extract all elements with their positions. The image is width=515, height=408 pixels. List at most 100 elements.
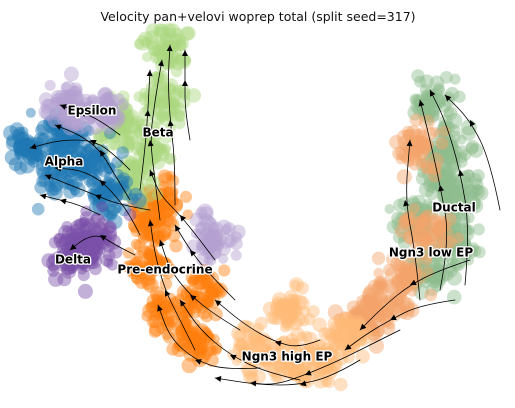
cell-point (174, 54, 186, 65)
streamline-arrow (445, 95, 452, 102)
cell-point (471, 184, 484, 197)
cell-point (325, 346, 339, 359)
cell-point (430, 172, 446, 189)
cell-point (109, 185, 122, 198)
cell-point (437, 269, 451, 283)
cell-point (388, 295, 399, 306)
cell-point (433, 127, 447, 141)
cell-point (67, 157, 80, 170)
cell-point (111, 201, 123, 213)
cell-point (69, 90, 85, 107)
cell-point (423, 91, 439, 107)
cell-point (131, 265, 142, 276)
cell-point (447, 171, 458, 183)
cell-point (88, 153, 99, 164)
cell-point (82, 243, 98, 258)
cell-point (144, 198, 157, 210)
cell-point (155, 41, 170, 56)
cell-point (394, 282, 410, 298)
cell-point (259, 344, 274, 358)
cell-point (210, 227, 224, 242)
cell-point (73, 227, 86, 240)
cell-point (107, 127, 120, 140)
cell-point (211, 236, 225, 251)
cell-point (425, 200, 437, 212)
cell-point (175, 53, 192, 69)
cell-point (200, 290, 214, 304)
cell-point (271, 292, 288, 308)
cell-point (88, 189, 102, 203)
cell-point (315, 349, 331, 365)
cell-point (186, 88, 202, 103)
cell-point (200, 215, 217, 232)
cell-point (193, 323, 210, 339)
cell-point (58, 107, 73, 123)
cell-point (317, 350, 328, 361)
cell-point (83, 101, 98, 115)
cell-point (442, 173, 458, 189)
cell-point (47, 264, 60, 277)
cell-point (282, 366, 296, 380)
cell-point (117, 111, 130, 125)
cell-point (159, 129, 174, 144)
cell-point (421, 104, 437, 120)
cell-point (468, 185, 481, 198)
cell-point (367, 302, 381, 316)
cell-point (153, 95, 166, 108)
cell-point (64, 172, 78, 186)
cell-point (143, 248, 155, 261)
cell-point (156, 48, 172, 64)
cell-point (287, 362, 298, 373)
cell-point (55, 169, 68, 182)
cell-point (48, 262, 59, 273)
cell-point (393, 264, 407, 277)
cell-point (460, 149, 472, 161)
cell-point (396, 273, 410, 287)
cell-point (99, 131, 112, 144)
cell-point (49, 106, 64, 121)
cell-point (139, 87, 151, 99)
cell-point (446, 270, 462, 286)
streamline-arrow (70, 243, 77, 250)
cell-point (152, 230, 165, 243)
streamline-arrow (438, 185, 445, 192)
streamline-arrow (410, 279, 417, 285)
cell-point (325, 353, 338, 366)
cell-point (390, 297, 405, 313)
streamline-arrow (215, 300, 222, 307)
cell-point (175, 324, 188, 337)
cell-point (143, 183, 157, 197)
cell-point (38, 104, 54, 120)
cell-point (361, 306, 374, 319)
cell-point (233, 329, 246, 342)
cell-point (43, 142, 57, 156)
cell-point (198, 213, 214, 229)
cell-point (317, 345, 333, 360)
streamline-arrow (190, 250, 197, 257)
cell-point (430, 140, 441, 151)
cell-point (238, 347, 253, 363)
cell-point (166, 88, 182, 103)
cell-point (133, 125, 146, 139)
cell-point (137, 144, 153, 160)
cell-point (59, 134, 70, 145)
streamline (249, 329, 401, 385)
cell-point (140, 224, 152, 236)
cell-point (412, 214, 427, 229)
cell-point (66, 262, 78, 274)
cell-point (157, 224, 173, 239)
cell-point (369, 313, 382, 325)
cell-point (64, 99, 80, 116)
cell-point (146, 261, 161, 276)
cell-point (188, 305, 202, 319)
cell-point (92, 199, 107, 214)
cell-point (98, 154, 110, 167)
cell-point (445, 221, 461, 237)
cell-point (207, 345, 218, 356)
streamline-arrow (55, 165, 62, 172)
cell-point (427, 109, 440, 122)
cell-point (290, 327, 305, 342)
cell-point (71, 231, 83, 243)
cell-point (401, 125, 415, 139)
cell-point (355, 307, 369, 321)
